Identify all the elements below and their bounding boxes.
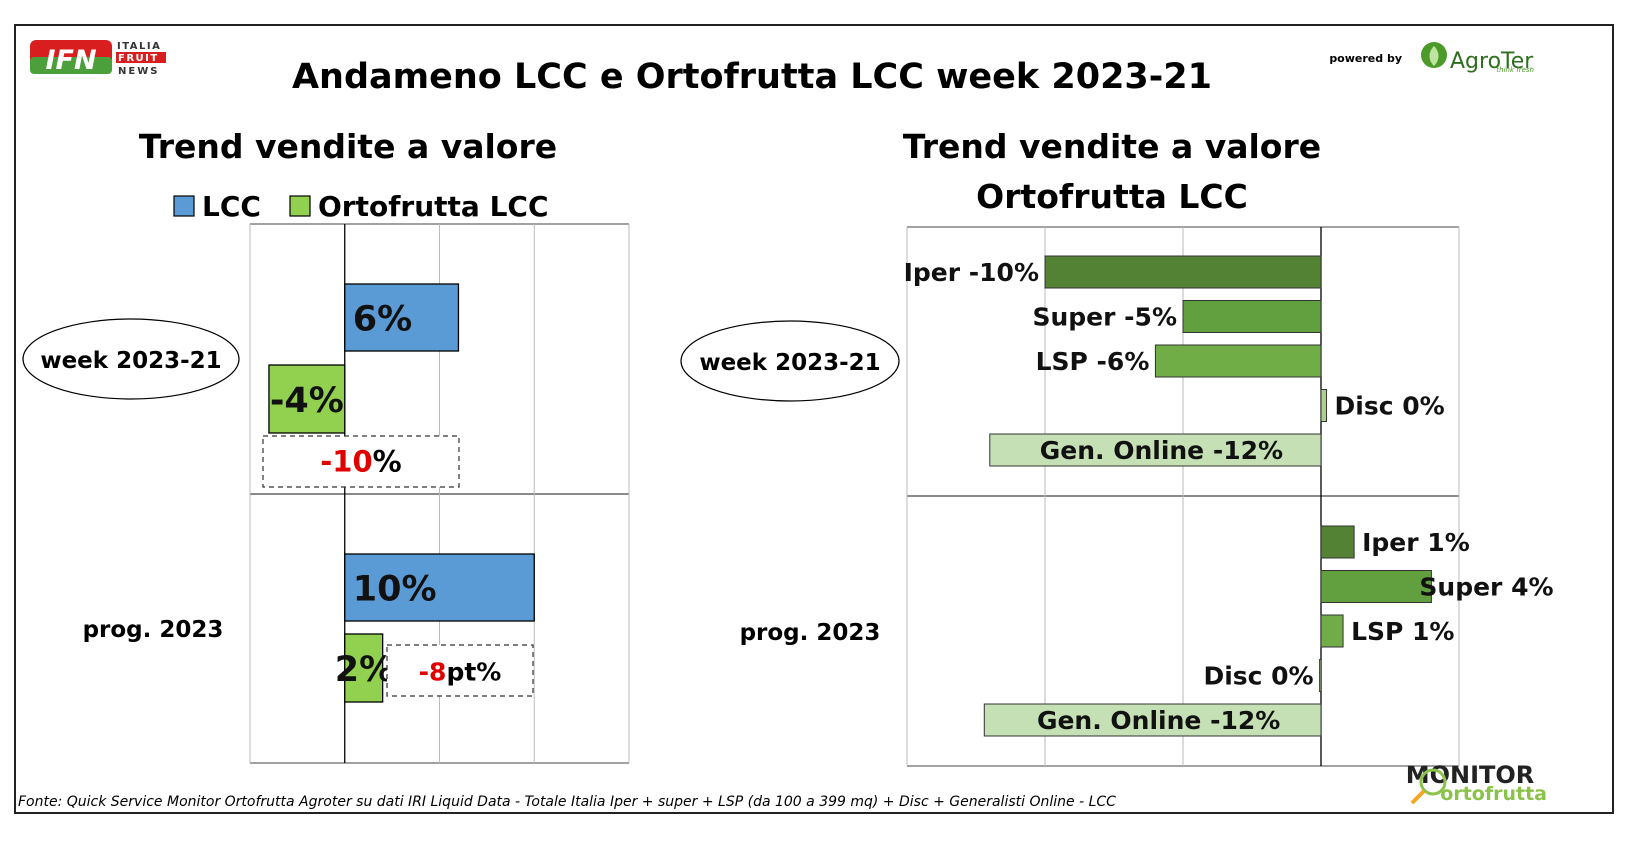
data-label: Disc 0% [1203,662,1313,691]
ifn-logo-line2: FRUIT [118,53,159,64]
category-ellipse [680,320,900,402]
left-legend: LCC Ortofrutta LCC [173,190,549,223]
bar-disc-0 [1320,389,1328,422]
right-chart-subtitle: Ortofrutta LCC [976,177,1248,216]
bar-super-0 [1182,300,1322,333]
bar-iper-1 [1320,525,1355,559]
legend-swatch-ortofrutta [289,195,311,217]
data-label: Gen. Online -12% [1037,706,1280,735]
ifn-logo-mark: IFN [45,45,96,76]
right-chart-title: Trend vendite a valore [903,127,1321,166]
data-label: Gen. Online -12% [1040,436,1283,465]
page-title: Andameno LCC e Ortofrutta LCC week 2023-… [292,57,1212,97]
bar-super-1 [1320,570,1432,603]
data-label: 6% [353,300,412,340]
data-label: Iper -10% [904,258,1039,287]
annotation-box [386,644,534,697]
left-chart-title: Trend vendite a valore [139,127,557,166]
annotation-unit: pt% [446,658,501,687]
legend-label-lcc: LCC [202,190,261,223]
legend-swatch-lcc [173,195,195,217]
agroter-logo-tagline: think fresh [1496,66,1534,74]
ifn-logo: IFN ITALIA FRUIT NEWS [30,40,166,77]
bar-gen-online-1 [983,703,1322,737]
annotation-box [262,435,460,488]
bar-lsp-0 [1154,344,1322,378]
left-category-label-prog: prog. 2023 [83,617,224,643]
legend-label-ortofrutta: Ortofrutta LCC [318,190,549,223]
left-category-week: week 2023-21 [22,318,240,400]
data-label: LSP -6% [1036,347,1150,376]
left-category-label-week: week 2023-21 [40,348,221,374]
data-label: Iper 1% [1362,528,1470,557]
bar-lcc-1 [344,553,535,622]
data-label: Disc 0% [1335,392,1445,421]
legend-item-lcc: LCC [173,190,261,223]
legend-item-ortofrutta: Ortofrutta LCC [289,190,549,223]
annotation-value: -10 [320,445,372,479]
right-chart: Trend vendite a valore Ortofrutta LCC Ip… [680,127,1554,767]
bar-iper-0 [1044,255,1322,289]
ifn-logo-line1: ITALIA [117,41,161,52]
right-category-label-prog: prog. 2023 [740,620,881,646]
bar-disc-1 [1319,659,1322,692]
monitor-logo-line2: ortofrutta [1440,783,1547,805]
data-label: Super -5% [1032,303,1177,332]
ifn-logo-line3: NEWS [118,66,159,77]
magnifier-icon [1419,768,1447,796]
left-plot-area: 6% 10% -4% 2% -10% -8pt% [249,223,630,764]
right-category-label-week: week 2023-21 [699,350,880,376]
data-label: 2% [335,650,394,690]
agroter-logo-name: AgroTer [1450,49,1534,74]
right-category-week: week 2023-21 [680,320,900,402]
annotation-unit: % [373,445,402,479]
bar-lsp-1 [1320,614,1344,648]
agroter-logo: AgroTer think fresh [1421,42,1534,74]
monitor-logo-line1: MONITOR [1406,761,1535,789]
source-note: Fonte: Quick Service Monitor Ortofrutta … [18,794,1116,810]
difference-annotation: -10% [262,435,460,488]
annotation-value: -8 [419,658,447,687]
data-label: 10% [353,570,437,610]
data-label: LSP 1% [1351,617,1454,646]
category-ellipse [22,318,240,400]
bar-lcc-0 [344,283,460,352]
annotation-text: -8pt% [419,658,502,687]
data-label: Super 4% [1419,573,1553,602]
difference-annotation: -8pt% [386,644,534,697]
data-label: -4% [270,381,344,421]
bar-gen-online-0 [989,433,1322,467]
bar-ortofrutta-1 [344,633,384,703]
left-chart: Trend vendite a valore LCC Ortofrutta LC… [22,127,630,764]
right-plot-area: Iper -10% Super -5% LSP -6% Disc 0% Gen. Onl… [904,226,1554,767]
chart-frame [14,24,1614,814]
powered-by-label: powered by [1329,52,1402,65]
monitor-ortofrutta-logo: MONITOR ortofrutta [1406,761,1547,805]
bar-ortofrutta-0 [268,364,346,434]
annotation-text: -10% [320,445,401,479]
